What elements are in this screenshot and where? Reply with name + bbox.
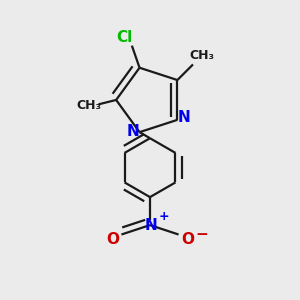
Text: N: N (127, 124, 140, 139)
Text: O: O (106, 232, 119, 247)
Text: O: O (181, 232, 194, 247)
Text: Cl: Cl (116, 30, 132, 45)
Text: CH₃: CH₃ (189, 49, 214, 62)
Text: +: + (159, 210, 170, 223)
Text: CH₃: CH₃ (76, 99, 101, 112)
Text: N: N (178, 110, 190, 125)
Text: N: N (145, 218, 158, 232)
Text: −: − (196, 227, 208, 242)
